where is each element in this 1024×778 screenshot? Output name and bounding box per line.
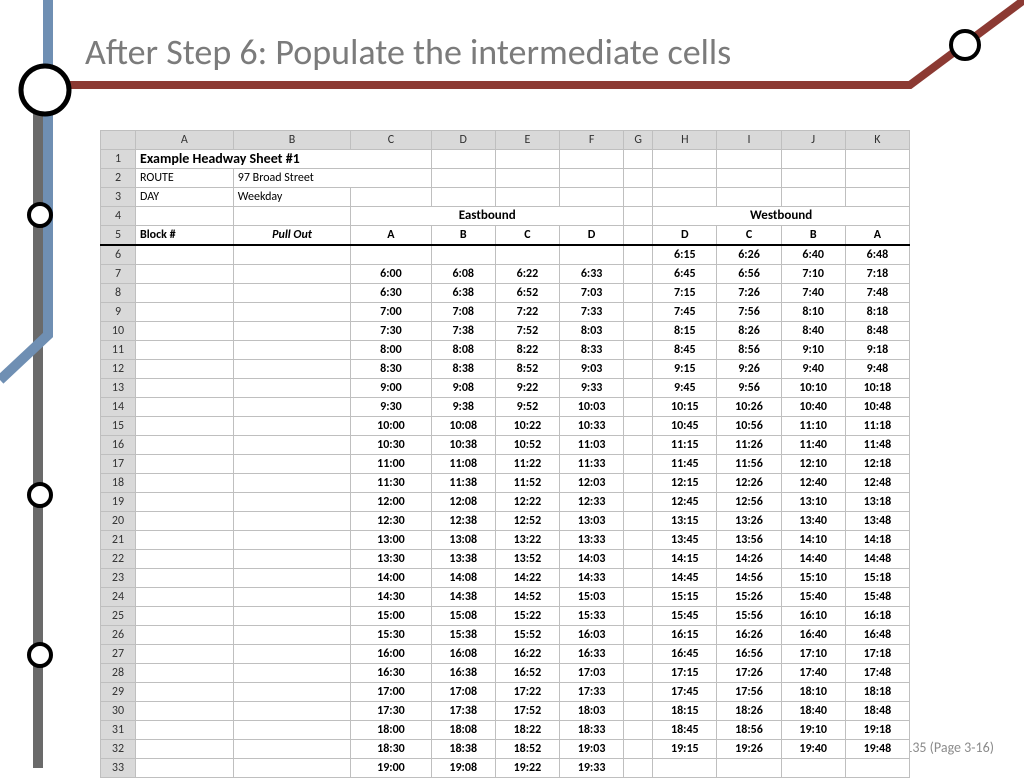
headway-spreadsheet: ABCDEFGHIJK1Example Headway Sheet #12ROU…: [100, 130, 910, 778]
col-header: F: [560, 131, 624, 150]
col-header: J: [781, 131, 845, 150]
col-header: H: [653, 131, 717, 150]
col-header: B: [233, 131, 350, 150]
col-header: I: [717, 131, 781, 150]
col-header: C: [351, 131, 431, 150]
col-header: A: [136, 131, 234, 150]
col-header: K: [845, 131, 909, 150]
col-header: G: [624, 131, 653, 150]
slide-title: After Step 6: Populate the intermediate …: [85, 30, 731, 74]
col-header: D: [431, 131, 495, 150]
col-header: E: [495, 131, 559, 150]
